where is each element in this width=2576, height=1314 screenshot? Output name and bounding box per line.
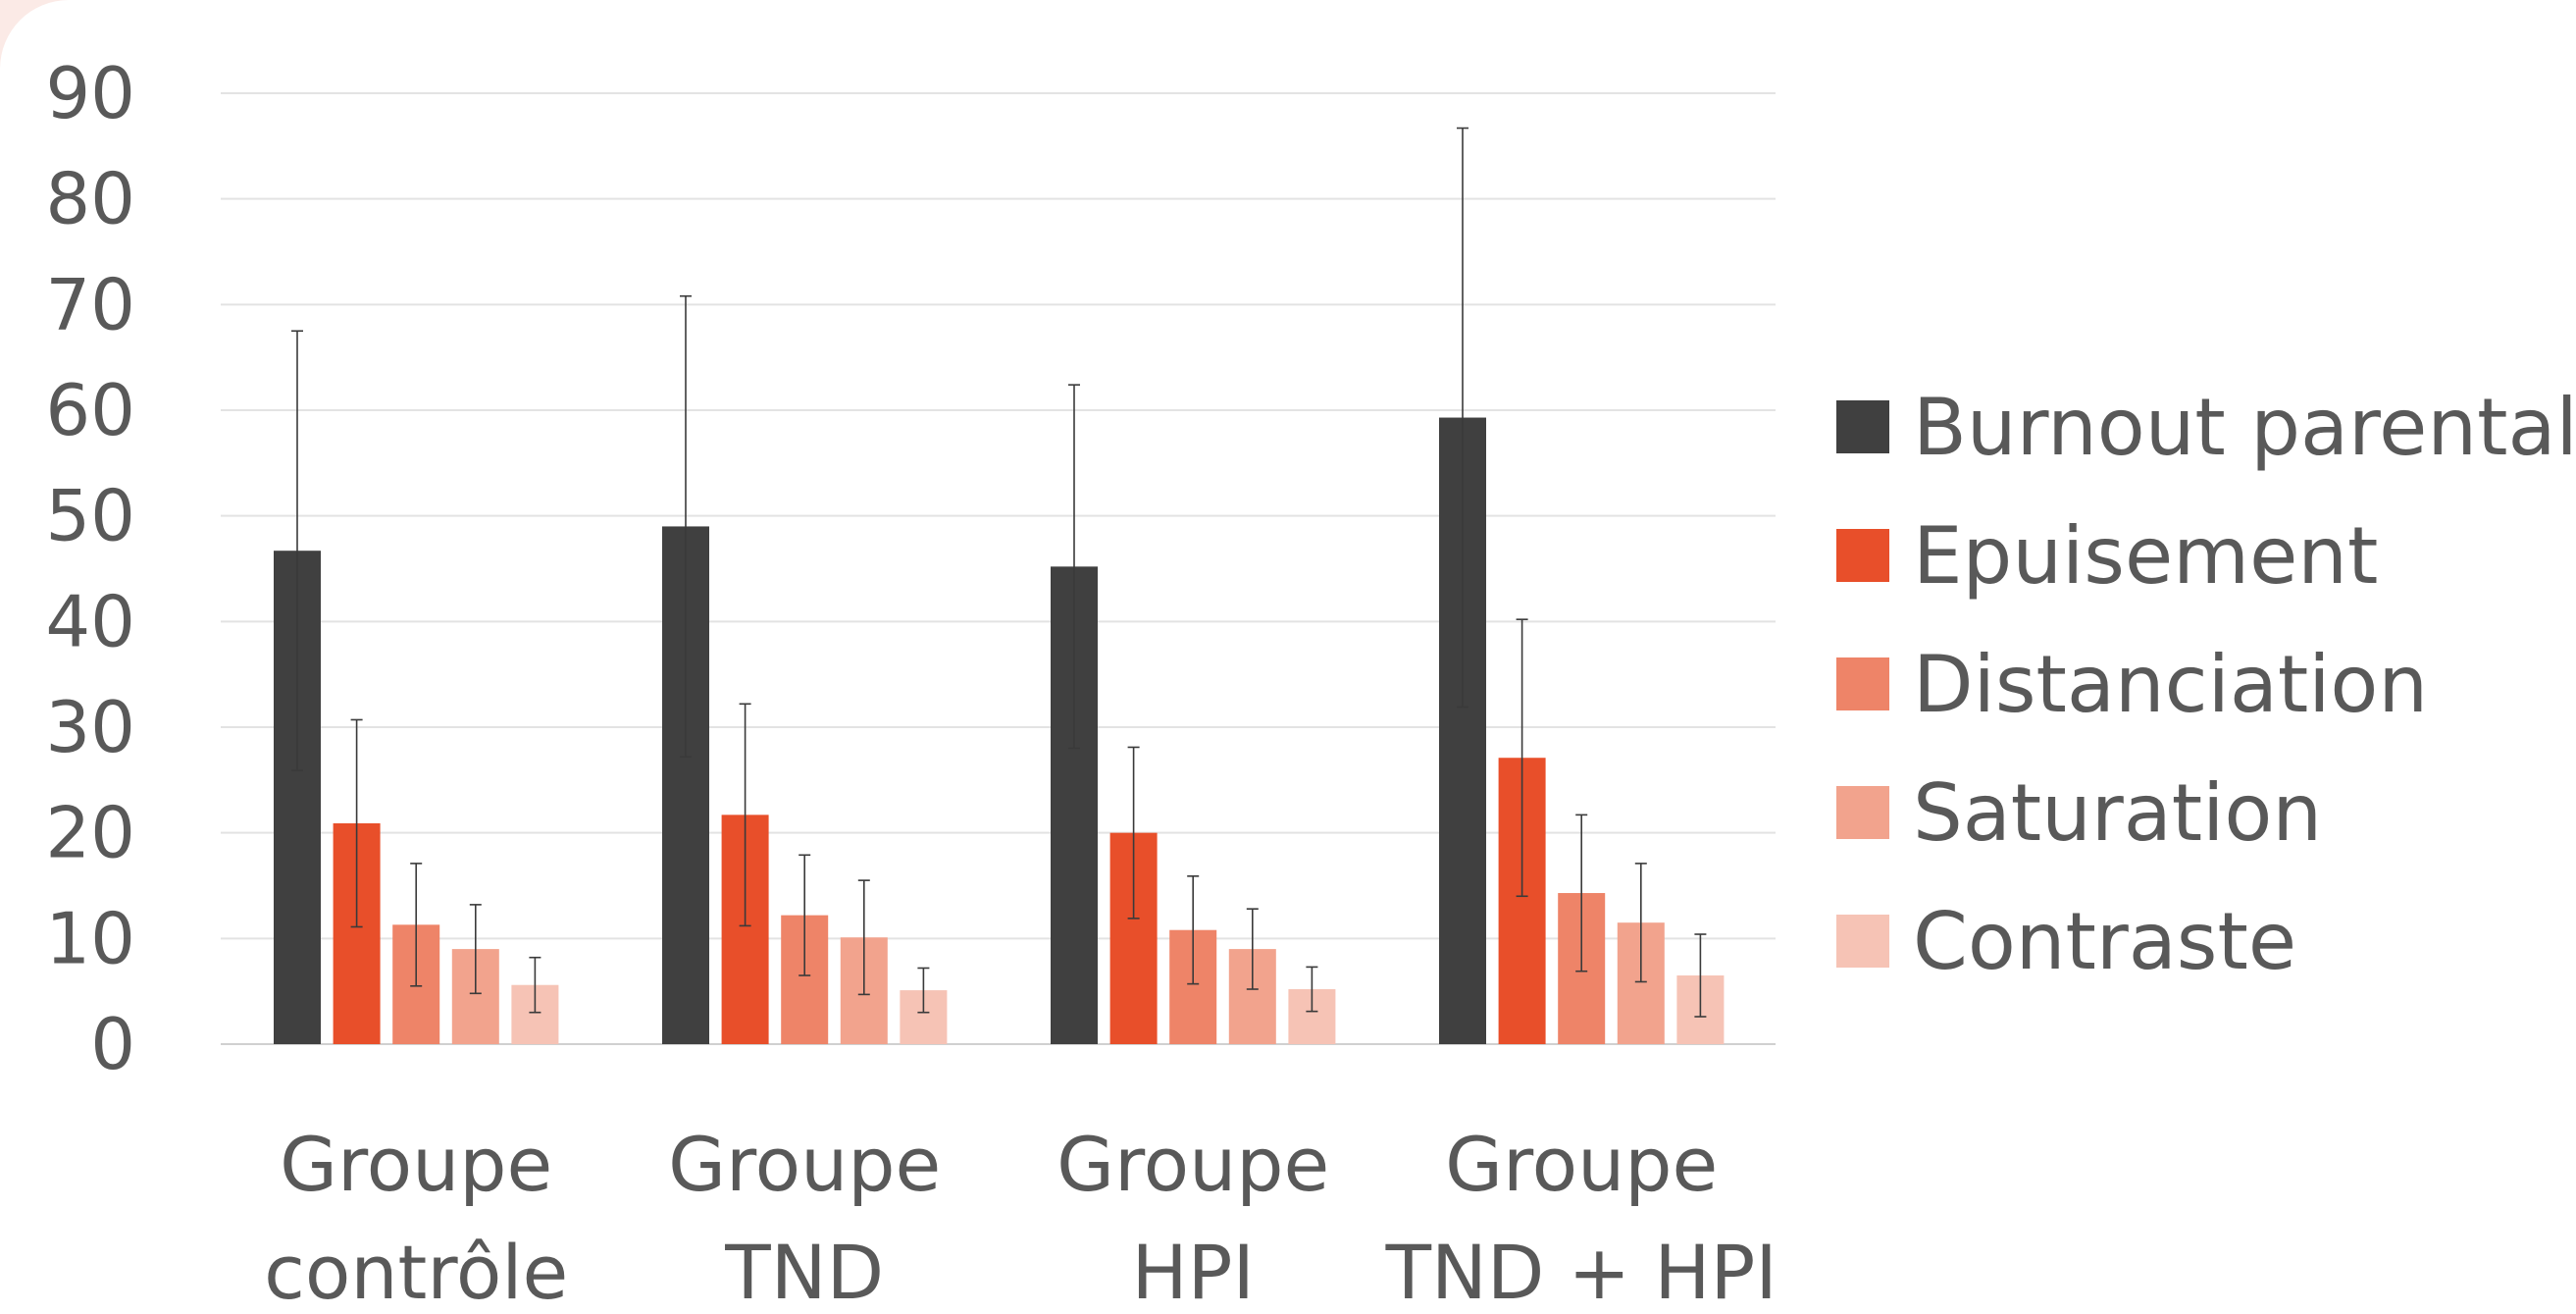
legend-item: Contraste xyxy=(1836,896,2296,987)
y-tick-label: 60 xyxy=(45,369,135,451)
y-tick-label: 90 xyxy=(45,52,135,134)
error-bar xyxy=(1575,814,1588,972)
x-category-label: Groupe xyxy=(1445,1121,1718,1208)
error-bar xyxy=(1187,875,1200,985)
legend-label: Burnout parental xyxy=(1913,382,2576,473)
error-bar xyxy=(1694,933,1707,1018)
y-tick-label: 40 xyxy=(45,580,135,662)
error-bar xyxy=(1306,966,1318,1013)
legend-label: Saturation xyxy=(1913,767,2322,859)
legend-label: Distanciation xyxy=(1913,639,2428,730)
legend-label: Contraste xyxy=(1913,896,2296,987)
x-category-label: TND + HPI xyxy=(1385,1229,1777,1314)
y-tick-label: 10 xyxy=(45,897,135,979)
error-bar xyxy=(1516,618,1528,898)
y-tick-label: 30 xyxy=(45,686,135,768)
error-bar xyxy=(917,967,930,1014)
y-axis-ticks: 0 10 20 30 40 50 60 70 80 90 xyxy=(45,52,135,1085)
legend-swatch xyxy=(1836,915,1889,968)
x-category-label: contrôle xyxy=(264,1229,568,1314)
x-category-label: Groupe xyxy=(668,1121,941,1208)
y-tick-label: 20 xyxy=(45,792,135,874)
error-bar xyxy=(739,703,751,927)
error-bar xyxy=(1127,746,1140,920)
x-category-label: Groupe xyxy=(1056,1121,1329,1208)
gridlines xyxy=(221,92,1776,1045)
error-bar xyxy=(469,904,482,995)
error-bars xyxy=(291,127,1707,1018)
x-category-label: TND xyxy=(724,1229,884,1314)
error-bar xyxy=(799,854,811,976)
x-category-label: HPI xyxy=(1131,1229,1254,1314)
bars xyxy=(274,417,1725,1045)
y-tick-label: 80 xyxy=(45,158,135,240)
legend-item: Saturation xyxy=(1836,767,2322,859)
error-bar xyxy=(1634,863,1647,983)
y-tick-label: 70 xyxy=(45,263,135,345)
error-bar xyxy=(1068,384,1080,750)
error-bar xyxy=(680,294,692,758)
legend-swatch xyxy=(1836,657,1889,710)
legend-label: Epuisement xyxy=(1913,510,2378,602)
legend-swatch xyxy=(1836,400,1889,453)
error-bar xyxy=(410,863,423,987)
error-bar xyxy=(857,879,870,996)
legend-item: Epuisement xyxy=(1836,510,2378,602)
legend-item: Burnout parental xyxy=(1836,382,2576,473)
x-axis-categories: Groupe contrôle Groupe TND Groupe HPI Groupe TN… xyxy=(264,1121,1777,1314)
error-bar xyxy=(1457,127,1468,709)
x-category-label: Groupe xyxy=(280,1121,552,1208)
legend-swatch xyxy=(1836,529,1889,582)
legend-swatch xyxy=(1836,786,1889,839)
error-bar xyxy=(350,718,363,928)
legend: Burnout parental Epuisement Distanciation S… xyxy=(1836,382,2576,987)
error-bar xyxy=(291,330,303,771)
error-bar xyxy=(1246,908,1259,990)
y-tick-label: 50 xyxy=(45,475,135,557)
y-tick-label: 0 xyxy=(90,1003,135,1085)
legend-item: Distanciation xyxy=(1836,639,2428,730)
error-bar xyxy=(529,956,541,1014)
